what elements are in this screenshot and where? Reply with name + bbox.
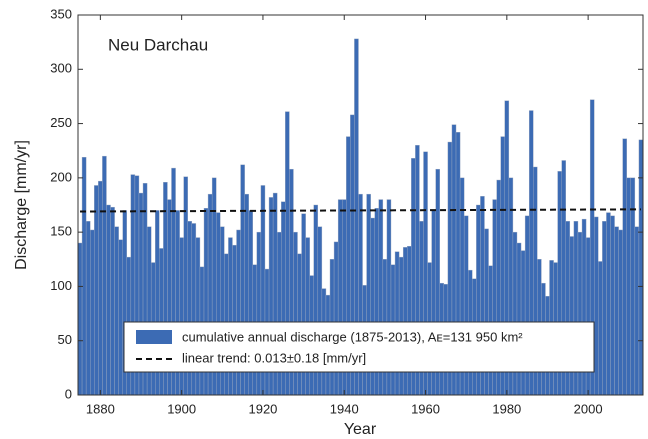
y-tick-label: 150 bbox=[50, 224, 72, 239]
y-tick-label: 250 bbox=[50, 115, 72, 130]
bar bbox=[407, 246, 412, 396]
y-tick-label: 0 bbox=[65, 386, 72, 401]
x-tick-label: 1900 bbox=[167, 401, 196, 416]
bar bbox=[110, 206, 115, 396]
bar bbox=[402, 247, 408, 396]
bar bbox=[114, 226, 119, 396]
bar bbox=[94, 185, 99, 396]
legend-swatch bbox=[136, 330, 172, 344]
y-tick-label: 200 bbox=[50, 169, 72, 184]
x-tick-label: 2000 bbox=[574, 401, 603, 416]
trend-line bbox=[80, 208, 641, 213]
bar bbox=[614, 226, 619, 396]
y-axis-label: Discharge [mm/yr] bbox=[13, 140, 30, 270]
legend-label: linear trend: 0.013±0.18 [mm/yr] bbox=[182, 350, 366, 365]
bar bbox=[89, 229, 95, 396]
bar bbox=[606, 212, 611, 396]
bar bbox=[622, 138, 627, 396]
y-tick-label: 350 bbox=[50, 6, 72, 21]
x-tick-label: 1980 bbox=[492, 401, 521, 416]
bar bbox=[102, 155, 107, 396]
x-tick-label: 1940 bbox=[330, 401, 359, 416]
legend-label: cumulative annual discharge (1875-2013),… bbox=[182, 329, 523, 344]
y-tick-label: 50 bbox=[58, 332, 72, 347]
bar bbox=[618, 229, 623, 396]
x-tick-label: 1960 bbox=[411, 401, 440, 416]
x-axis-label: Year bbox=[344, 421, 377, 438]
bar bbox=[85, 221, 91, 396]
bar bbox=[81, 157, 87, 396]
bar bbox=[77, 242, 83, 396]
y-tick-label: 100 bbox=[50, 278, 72, 293]
bar bbox=[626, 177, 632, 396]
bar bbox=[610, 215, 615, 396]
bar bbox=[594, 216, 599, 396]
annotation: Neu Darchau bbox=[108, 35, 208, 54]
plot-frame bbox=[77, 14, 644, 396]
legend-box bbox=[123, 321, 595, 373]
y-tick-label: 300 bbox=[50, 61, 72, 76]
x-tick-label: 1920 bbox=[248, 401, 277, 416]
bar bbox=[106, 204, 111, 396]
bar bbox=[598, 261, 603, 396]
legend: cumulative annual discharge (1875-2013),… bbox=[123, 321, 595, 373]
bar bbox=[630, 177, 636, 396]
x-tick-label: 1880 bbox=[86, 401, 115, 416]
bar bbox=[232, 244, 237, 396]
bar bbox=[634, 226, 640, 396]
bar bbox=[98, 180, 103, 396]
bar bbox=[602, 221, 607, 396]
bar bbox=[118, 239, 123, 396]
